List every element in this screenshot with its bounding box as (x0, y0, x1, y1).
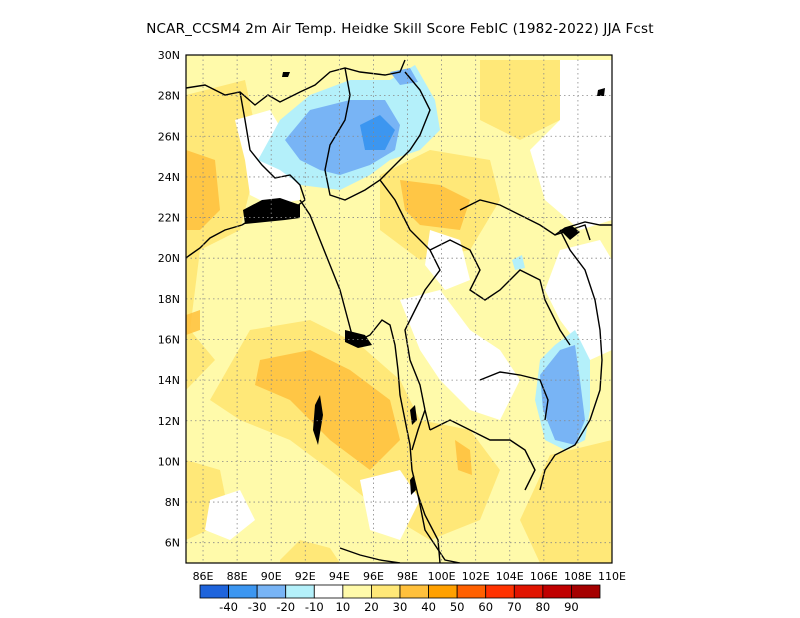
colorbar-label: -20 (276, 600, 295, 614)
field-neg-20-north (285, 100, 400, 175)
skill-score-field (186, 55, 612, 563)
lon-label: 90E (261, 570, 282, 583)
field-neg-30-north (360, 115, 395, 150)
lon-label: 110E (598, 570, 626, 583)
lon-label: 88E (227, 570, 248, 583)
lon-label: 100E (428, 570, 456, 583)
field-white-sw (205, 490, 255, 540)
colorbar-swatch (285, 584, 315, 599)
coastlines-and-borders (186, 59, 612, 563)
field-white-ne (530, 60, 612, 230)
colorbar-label: 80 (536, 600, 551, 614)
lon-label: 94E (329, 570, 350, 583)
lon-label: 104E (496, 570, 524, 583)
colorbar-swatch (428, 584, 458, 599)
lat-label: 16N (158, 333, 180, 346)
colorbar-swatch (399, 584, 429, 599)
lat-label: 20N (158, 252, 180, 265)
colorbar-label: 20 (364, 600, 379, 614)
lat-label: 22N (158, 212, 180, 225)
colorbar-swatch (342, 584, 372, 599)
lat-label: 28N (158, 90, 180, 103)
map-title: NCAR_CCSM4 2m Air Temp. Heidke Skill Sco… (146, 21, 654, 37)
lat-label: 26N (158, 130, 180, 143)
colorbar-label: 60 (478, 600, 493, 614)
lon-label: 98E (397, 570, 418, 583)
colorbar-label: -30 (248, 600, 267, 614)
lat-label: 6N (165, 537, 180, 550)
colorbar-label: -40 (219, 600, 238, 614)
field-20-30-upper (480, 60, 560, 140)
lat-label: 12N (158, 415, 180, 428)
colorbar-swatch (542, 584, 572, 599)
colorbar-label: 30 (393, 600, 408, 614)
field-white-south (360, 470, 420, 540)
colorbar-swatch (313, 584, 344, 599)
colorbar-label: 50 (450, 600, 465, 614)
longitude-labels: 86E 88E 90E 92E 94E 96E 98E 100E 102E 104E 106E 108… (193, 570, 626, 583)
latitude-labels: 6N 8N 10N 12N 14N 16N 18N 20N 22N 24N 26N 28N 30N (158, 49, 180, 550)
field-20-30-east (520, 440, 612, 563)
lon-label: 108E (564, 570, 592, 583)
field-neg-10-small (512, 255, 525, 270)
plot-frame (185, 54, 613, 564)
colorbar-label: -10 (305, 600, 324, 614)
field-white-east (545, 240, 612, 360)
field-neg-20-east (540, 345, 585, 445)
lat-label: 10N (158, 455, 180, 468)
lat-label: 8N (165, 496, 180, 509)
lon-label: 106E (530, 570, 558, 583)
colorbar-swatch (456, 584, 487, 599)
colorbar-swatch (199, 584, 229, 599)
colorbar-label: 10 (336, 600, 351, 614)
field-20-30-s (280, 540, 340, 563)
colorbar-swatch (571, 584, 601, 599)
colorbar-swatch (371, 584, 401, 599)
lon-label: 102E (462, 570, 490, 583)
colorbar-swatch (485, 584, 515, 599)
colorbar: -40 -30 -20 -10 10 20 30 40 50 60 70 80 90 (199, 584, 601, 614)
lon-label: 92E (295, 570, 316, 583)
colorbar-swatch (256, 584, 287, 599)
grid-lines (186, 55, 612, 563)
lat-label: 30N (158, 49, 180, 62)
colorbar-swatch (228, 584, 258, 599)
lon-label: 96E (363, 570, 384, 583)
field-30-40-sw (186, 310, 200, 335)
field-white-thai (400, 290, 520, 420)
colorbar-swatch (513, 584, 544, 599)
field-30-40-center (255, 350, 400, 470)
field-30-40-s (455, 440, 472, 475)
colorbar-label: 90 (564, 600, 579, 614)
lat-label: 14N (158, 374, 180, 387)
lon-label: 86E (193, 570, 214, 583)
colorbar-label: 70 (507, 600, 522, 614)
lat-label: 24N (158, 171, 180, 184)
colorbar-label: 40 (421, 600, 436, 614)
lat-label: 18N (158, 293, 180, 306)
